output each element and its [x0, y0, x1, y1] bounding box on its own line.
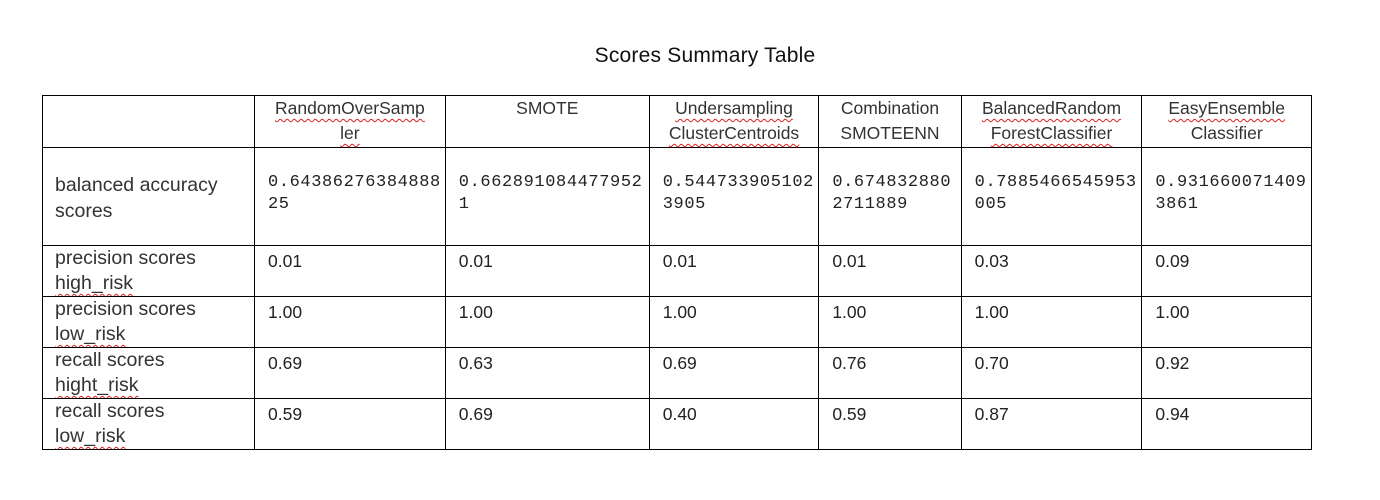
table-cell: 0.69 [254, 347, 446, 399]
table-cell: 0.01 [648, 245, 820, 297]
row-label: recall scores hight_risk [42, 347, 255, 399]
header-cell-combination: Combination SMOTEENN [818, 95, 962, 148]
header-line: Undersampling [675, 98, 793, 118]
header-line: ler [340, 123, 360, 143]
header-line: ClusterCentroids [668, 123, 800, 143]
row-label-line: recall scores [55, 400, 165, 422]
header-cell-balancedrandomforest: BalancedRandom ForestClassifier [960, 95, 1143, 148]
cell-value: 0.7885466545953005 [974, 173, 1137, 214]
cell-value: 0.9316600714093861 [1155, 173, 1307, 214]
table-cell: 0.6438627638488825 [254, 147, 446, 246]
table-row: recall scores hight_risk 0.69 0.63 0.69 … [42, 347, 1312, 399]
header-line: ForestClassifier [990, 123, 1113, 143]
cell-value: 0.6438627638488825 [268, 173, 441, 214]
header-line: SMOTEENN [840, 123, 940, 143]
table-cell: 0.7885466545953005 [960, 147, 1143, 246]
table-row: balanced accuracy scores 0.6438627638488… [42, 147, 1312, 246]
table-cell: 0.09 [1141, 245, 1312, 297]
header-line: BalancedRandom [981, 98, 1122, 118]
header-line: RandomOverSamp [275, 98, 425, 118]
table-cell: 1.00 [1141, 296, 1312, 348]
header-line: Classifier [1190, 123, 1263, 143]
header-cell-randomoversampler: RandomOverSamp ler [254, 95, 446, 148]
cell-value: 0.5447339051023905 [662, 173, 814, 214]
row-label: recall scores low_risk [42, 398, 255, 450]
table-cell: 0.92 [1141, 347, 1312, 399]
page-title: Scores Summary Table [594, 44, 816, 67]
table-cell: 0.9316600714093861 [1141, 147, 1312, 246]
row-label-line: low_risk [55, 323, 126, 345]
table-cell: 0.69 [444, 398, 650, 450]
table-cell: 0.6748328802711889 [818, 147, 962, 246]
table-cell: 1.00 [444, 296, 650, 348]
row-label: precision scores high_risk [42, 245, 255, 297]
table-cell: 0.5447339051023905 [648, 147, 820, 246]
table-header-row: RandomOverSamp ler SMOTE Undersampling C… [42, 95, 1312, 148]
header-cell-easyensemble: EasyEnsemble Classifier [1141, 95, 1312, 148]
header-line: EasyEnsemble [1168, 98, 1286, 118]
table-cell: 0.69 [648, 347, 820, 399]
row-label-line: balanced accuracy [55, 174, 218, 196]
row-label-line: hight_risk [55, 374, 139, 396]
table-row: precision scores low_risk 1.00 1.00 1.00… [42, 296, 1312, 348]
table-cell: 0.01 [444, 245, 650, 297]
table-row: recall scores low_risk 0.59 0.69 0.40 0.… [42, 398, 1312, 450]
table-cell: 0.40 [648, 398, 820, 450]
table-cell: 1.00 [648, 296, 820, 348]
cell-value: 0.6628910844779521 [458, 173, 643, 214]
header-cell-smote: SMOTE [444, 95, 650, 148]
row-label-line: scores [55, 200, 113, 222]
row-label-line: high_risk [55, 272, 134, 294]
scores-summary-table: RandomOverSamp ler SMOTE Undersampling C… [42, 95, 1312, 450]
table-cell: 1.00 [960, 296, 1143, 348]
table-cell: 0.76 [818, 347, 962, 399]
table-cell: 0.6628910844779521 [444, 147, 650, 246]
cell-value: 0.6748328802711889 [832, 173, 952, 214]
row-label-line: precision scores [55, 298, 196, 320]
table-cell: 0.59 [818, 398, 962, 450]
table-cell: 0.70 [960, 347, 1143, 399]
header-line: Combination [840, 98, 940, 118]
header-cell-undersampling: Undersampling ClusterCentroids [648, 95, 820, 148]
row-label: balanced accuracy scores [42, 147, 255, 246]
header-line: SMOTE [516, 98, 579, 118]
table-cell: 1.00 [818, 296, 962, 348]
table-cell: 0.03 [960, 245, 1143, 297]
row-label-line: recall scores [55, 349, 165, 371]
row-label-line: low_risk [55, 425, 126, 447]
table-cell: 0.94 [1141, 398, 1312, 450]
table-cell: 0.01 [818, 245, 962, 297]
table-row: precision scores high_risk 0.01 0.01 0.0… [42, 245, 1312, 297]
table-cell: 0.63 [444, 347, 650, 399]
table-cell: 0.01 [254, 245, 446, 297]
row-label-line: precision scores [55, 247, 196, 269]
table-cell: 0.59 [254, 398, 446, 450]
table-cell: 0.87 [960, 398, 1143, 450]
row-label: precision scores low_risk [42, 296, 255, 348]
header-cell-empty [42, 95, 255, 148]
table-cell: 1.00 [254, 296, 446, 348]
